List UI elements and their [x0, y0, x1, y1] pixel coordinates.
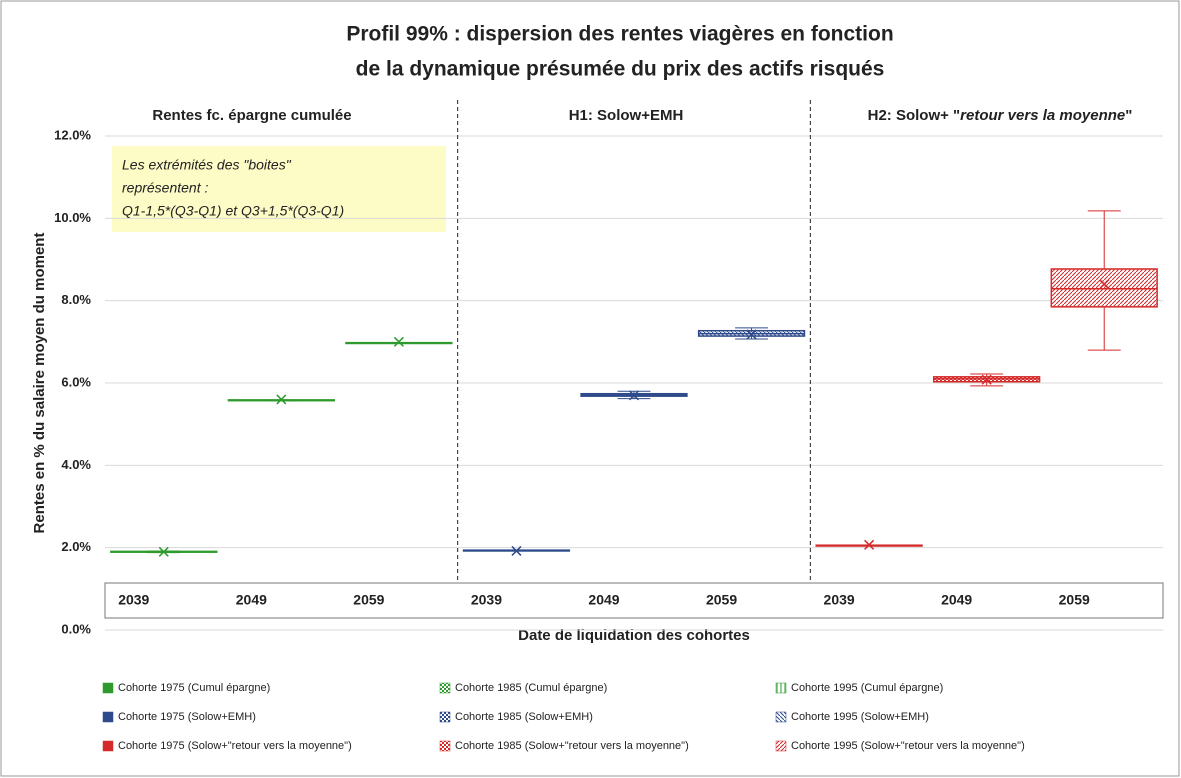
mean-marker: [746, 329, 757, 340]
legend-label: Cohorte 1985 (Solow+"retour vers la moye…: [455, 740, 689, 752]
mean-marker: [864, 539, 875, 550]
mean-marker: [628, 390, 640, 401]
mean-marker: [1099, 279, 1110, 290]
y-tick-label: 2.0%: [61, 539, 91, 554]
y-tick-label: 0.0%: [61, 621, 91, 636]
section-header: Rentes fc. épargne cumulée: [152, 107, 351, 124]
mean-marker: [511, 545, 522, 556]
section-header-part: H2: Solow+ ": [868, 107, 961, 124]
x-tick-label: 2059: [1059, 592, 1090, 608]
section-header: H2: Solow+ "retour vers la moyenne": [868, 107, 1133, 124]
section-header-part: ": [1125, 107, 1132, 124]
legend-swatch: [102, 682, 114, 694]
chart-title: de la dynamique présumée du prix des act…: [356, 58, 885, 81]
y-tick-label: 8.0%: [61, 292, 91, 307]
legend-swatch: [775, 740, 787, 752]
annotation-box: [112, 146, 446, 232]
x-axis-title: Date de liquidation des cohortes: [518, 627, 750, 644]
chart-title: Profil 99% : dispersion des rentes viagè…: [346, 23, 893, 46]
annotation: Q1-1,5*(Q3-Q1) et Q3+1,5*(Q3-Q1): [122, 203, 344, 219]
x-tick-label: 2059: [353, 592, 384, 608]
legend-swatch: [439, 740, 451, 752]
box: [1050, 268, 1158, 308]
legend-swatch: [775, 682, 787, 694]
section-header: H1: Solow+EMH: [569, 107, 684, 124]
x-tick-label: 2049: [236, 592, 267, 608]
x-tick-label: 2059: [706, 592, 737, 608]
annotation: représentent :: [122, 180, 208, 196]
legend-swatch: [775, 711, 787, 723]
legend-label: Cohorte 1975 (Solow+EMH): [118, 711, 256, 723]
legend-label: Cohorte 1975 (Cumul épargne): [118, 682, 270, 694]
x-tick-label: 2049: [588, 592, 619, 608]
x-tick-label: 2039: [471, 592, 502, 608]
y-tick-label: 10.0%: [54, 210, 91, 225]
legend-label: Cohorte 1985 (Solow+EMH): [455, 711, 593, 723]
y-tick-label: 4.0%: [61, 457, 91, 472]
legend-label: Cohorte 1995 (Solow+"retour vers la moye…: [791, 740, 1025, 752]
mean-marker: [158, 546, 169, 557]
category-strip: [104, 582, 1164, 619]
legend-swatch: [102, 711, 114, 723]
legend-label: Cohorte 1975 (Solow+"retour vers la moye…: [118, 740, 352, 752]
mean-marker: [276, 394, 287, 405]
x-tick-label: 2039: [824, 592, 855, 608]
legend-swatch: [439, 682, 451, 694]
y-tick-label: 12.0%: [54, 127, 91, 142]
y-axis-title: Rentes en % du salaire moyen du moment: [31, 233, 48, 534]
legend-label: Cohorte 1995 (Cumul épargne): [791, 682, 943, 694]
legend-label: Cohorte 1985 (Cumul épargne): [455, 682, 607, 694]
mean-marker: [393, 336, 404, 347]
annotation: Les extrémités des "boites": [122, 157, 292, 173]
legend-swatch: [102, 740, 114, 752]
legend-label: Cohorte 1995 (Solow+EMH): [791, 711, 929, 723]
legend-swatch: [439, 711, 451, 723]
x-tick-label: 2049: [941, 592, 972, 608]
x-tick-label: 2039: [118, 592, 149, 608]
mean-marker: [981, 374, 992, 385]
y-tick-label: 6.0%: [61, 374, 91, 389]
section-header-part: retour vers la moyenne: [960, 107, 1125, 124]
